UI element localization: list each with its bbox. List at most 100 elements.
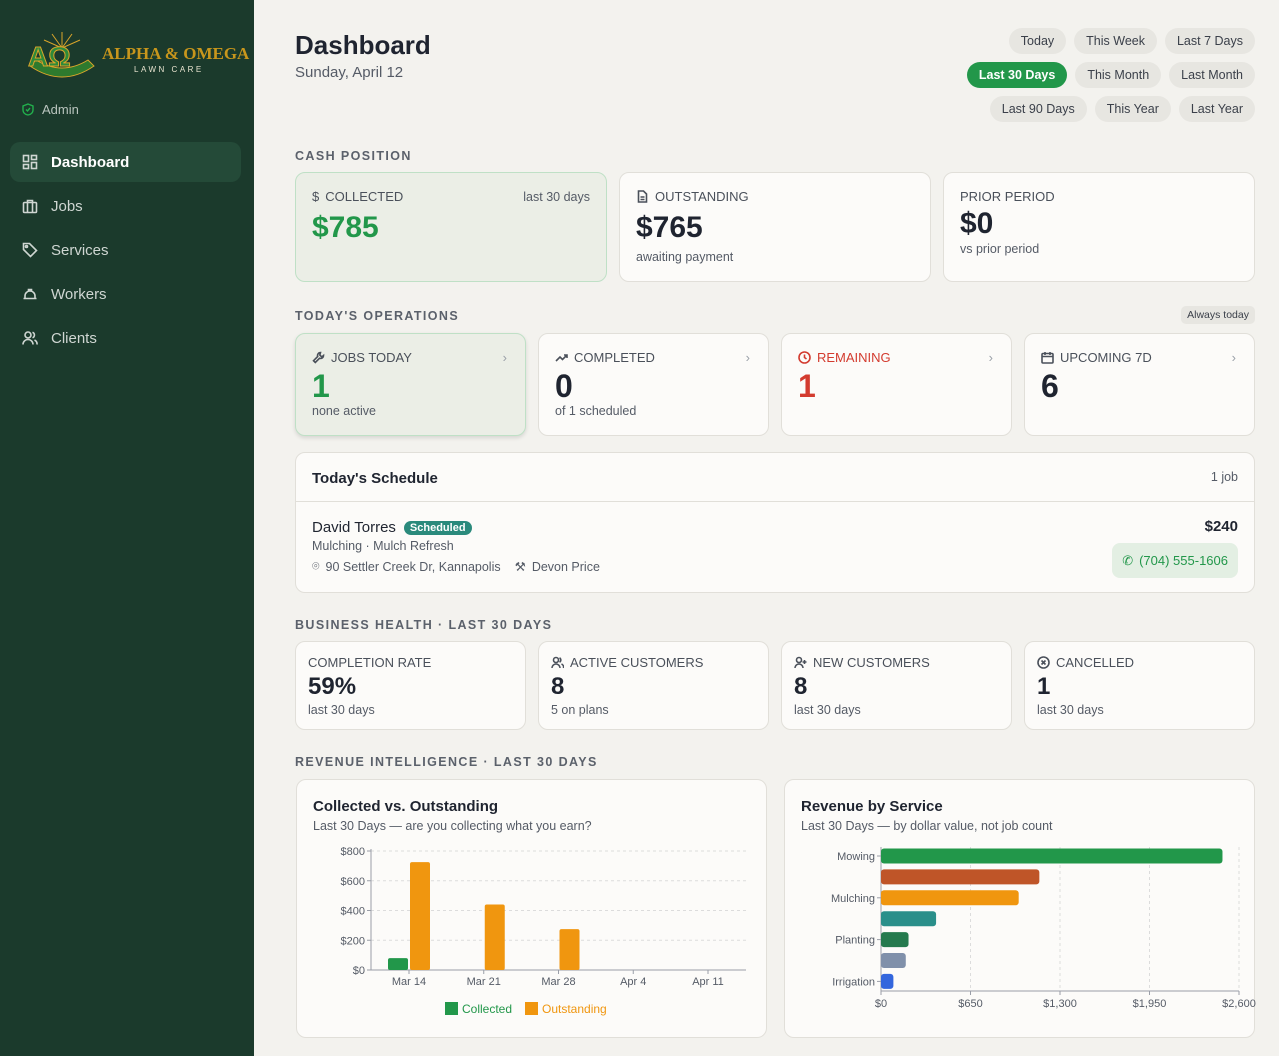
sidebar-item-services[interactable]: Services xyxy=(10,230,241,270)
logo-text: ALPHA & OMEGA xyxy=(102,44,250,63)
upcoming-card[interactable]: UPCOMING 7D › 6 xyxy=(1024,333,1255,436)
chevron-right-icon: › xyxy=(1231,350,1236,365)
dollar-icon: $ xyxy=(312,189,320,204)
outstanding-card: OUTSTANDING $765 awaiting payment xyxy=(619,172,931,282)
health-sub: last 30 days xyxy=(308,703,375,717)
active-customers-card: ACTIVE CUSTOMERS 8 5 on plans xyxy=(538,641,769,730)
bar-service xyxy=(881,890,1019,906)
outstanding-sub: awaiting payment xyxy=(636,250,734,264)
remaining-card[interactable]: REMAINING › 1 xyxy=(781,333,1012,436)
range-today[interactable]: Today xyxy=(1008,28,1067,54)
bar-service xyxy=(881,911,937,927)
range-last-30-days[interactable]: Last 30 Days xyxy=(966,62,1068,88)
bar-collected xyxy=(388,958,408,970)
collected-card: $ COLLECTED last 30 days $785 xyxy=(295,172,607,282)
sidebar-item-workers[interactable]: Workers xyxy=(10,274,241,314)
svg-text:AΩ: AΩ xyxy=(28,41,71,72)
range-last-year[interactable]: Last Year xyxy=(1178,96,1255,122)
user-plus-icon xyxy=(794,656,807,669)
collected-value: $785 xyxy=(312,211,379,244)
sidebar-item-label: Clients xyxy=(51,329,97,347)
range-last-7-days[interactable]: Last 7 Days xyxy=(1164,28,1255,54)
sidebar-item-clients[interactable]: Clients xyxy=(10,318,241,358)
health-label: COMPLETION RATE xyxy=(308,655,432,670)
health-label-row: CANCELLED xyxy=(1037,655,1134,670)
bar-service xyxy=(881,848,1223,864)
client-name: David Torres xyxy=(312,519,396,536)
jobs-today-sub: none active xyxy=(312,404,376,418)
wrench-icon xyxy=(312,351,325,364)
cancelled-card: CANCELLED 1 last 30 days xyxy=(1024,641,1255,730)
jobs-today-label: JOBS TODAY xyxy=(331,350,412,365)
range-last-month[interactable]: Last Month xyxy=(1169,62,1255,88)
section-business-health: BUSINESS HEALTH · LAST 30 DAYS xyxy=(295,618,553,632)
briefcase-icon xyxy=(22,199,38,214)
y-tick-label: $400 xyxy=(341,906,365,918)
role-label: Admin xyxy=(42,102,79,117)
legend-label: Outstanding xyxy=(542,1002,607,1016)
x-tick-label: Mar 14 xyxy=(392,976,426,988)
health-label: CANCELLED xyxy=(1056,655,1135,670)
health-label-row: ACTIVE CUSTOMERS xyxy=(551,655,703,670)
job-row-header[interactable]: David Torres Scheduled xyxy=(312,519,472,536)
logo[interactable]: AΩ ALPHA & OMEGA LAWN CARE xyxy=(22,28,249,84)
schedule-title: Today's Schedule xyxy=(312,470,438,487)
range-this-month[interactable]: This Month xyxy=(1075,62,1162,88)
outstanding-label: OUTSTANDING xyxy=(655,189,749,204)
x-tick-label: Mar 21 xyxy=(467,976,501,988)
todays-schedule-panel: Today's Schedule 1 job David Torres Sche… xyxy=(295,452,1255,593)
bar-service xyxy=(881,932,909,948)
y-tick-label: Planting xyxy=(835,935,875,947)
date-range-selector: Today This Week Last 7 Days Last 30 Days… xyxy=(955,28,1255,122)
shield-icon xyxy=(22,103,34,116)
x-tick-label: Apr 11 xyxy=(692,976,724,988)
section-cash-position: CASH POSITION xyxy=(295,149,412,163)
y-tick-label: Mowing xyxy=(837,851,875,863)
range-this-year[interactable]: This Year xyxy=(1094,96,1171,122)
bar-outstanding xyxy=(410,862,430,970)
sidebar-item-dashboard[interactable]: Dashboard xyxy=(10,142,241,182)
legend-swatch xyxy=(525,1002,538,1015)
sidebar-item-label: Dashboard xyxy=(51,153,130,171)
range-this-week[interactable]: This Week xyxy=(1074,28,1157,54)
sidebar-item-label: Workers xyxy=(51,285,107,303)
range-last-90-days[interactable]: Last 90 Days xyxy=(989,96,1087,122)
job-price: $240 xyxy=(1204,518,1238,535)
completed-card[interactable]: COMPLETED › 0 of 1 scheduled xyxy=(538,333,769,436)
wrench-icon: ⚒ xyxy=(514,560,526,574)
job-service: Mulching · Mulch Refresh xyxy=(312,539,454,553)
health-sub: last 30 days xyxy=(794,703,861,717)
call-phone-button[interactable]: ✆ (704) 555-1606 xyxy=(1112,543,1238,578)
completed-label-row: COMPLETED xyxy=(555,350,655,365)
collected-period: last 30 days xyxy=(523,190,590,204)
sidebar-item-label: Services xyxy=(51,241,109,259)
bar-outstanding xyxy=(484,904,505,970)
chevron-right-icon: › xyxy=(745,350,750,365)
schedule-count: 1 job xyxy=(1210,470,1238,484)
collected-vs-outstanding-chart: $0 $200 $400 $600 $800 Mar 14 Mar 21 Mar 28 Apr … xyxy=(341,846,746,1016)
x-tick-label: $1,950 xyxy=(1133,998,1167,1010)
jobs-today-card[interactable]: JOBS TODAY › 1 none active xyxy=(295,333,526,436)
upcoming-label: UPCOMING 7D xyxy=(1060,350,1152,365)
health-label: NEW CUSTOMERS xyxy=(813,655,930,670)
sidebar-item-jobs[interactable]: Jobs xyxy=(10,186,241,226)
health-sub: last 30 days xyxy=(1037,703,1104,717)
upcoming-label-row: UPCOMING 7D xyxy=(1041,350,1152,365)
x-tick-label: $2,600 xyxy=(1222,998,1256,1010)
legend-swatch xyxy=(445,1002,458,1015)
collected-label: COLLECTED xyxy=(325,189,404,204)
completed-label: COMPLETED xyxy=(574,350,655,365)
phone-number: (704) 555-1606 xyxy=(1139,553,1228,568)
x-tick-label: $650 xyxy=(958,998,982,1010)
health-value: 59% xyxy=(308,673,357,700)
chart-subtitle: Last 30 Days — are you collecting what y… xyxy=(313,819,592,833)
prior-value: $0 xyxy=(960,207,994,240)
upcoming-value: 6 xyxy=(1041,368,1059,404)
x-tick-label: Apr 4 xyxy=(620,976,646,988)
role-indicator: Admin xyxy=(22,102,79,117)
bar-service xyxy=(881,869,1040,885)
logo-subtext: LAWN CARE xyxy=(134,65,204,74)
y-tick-label: $600 xyxy=(341,876,365,888)
sidebar-item-label: Jobs xyxy=(51,197,83,215)
remaining-label: REMAINING xyxy=(817,350,891,365)
